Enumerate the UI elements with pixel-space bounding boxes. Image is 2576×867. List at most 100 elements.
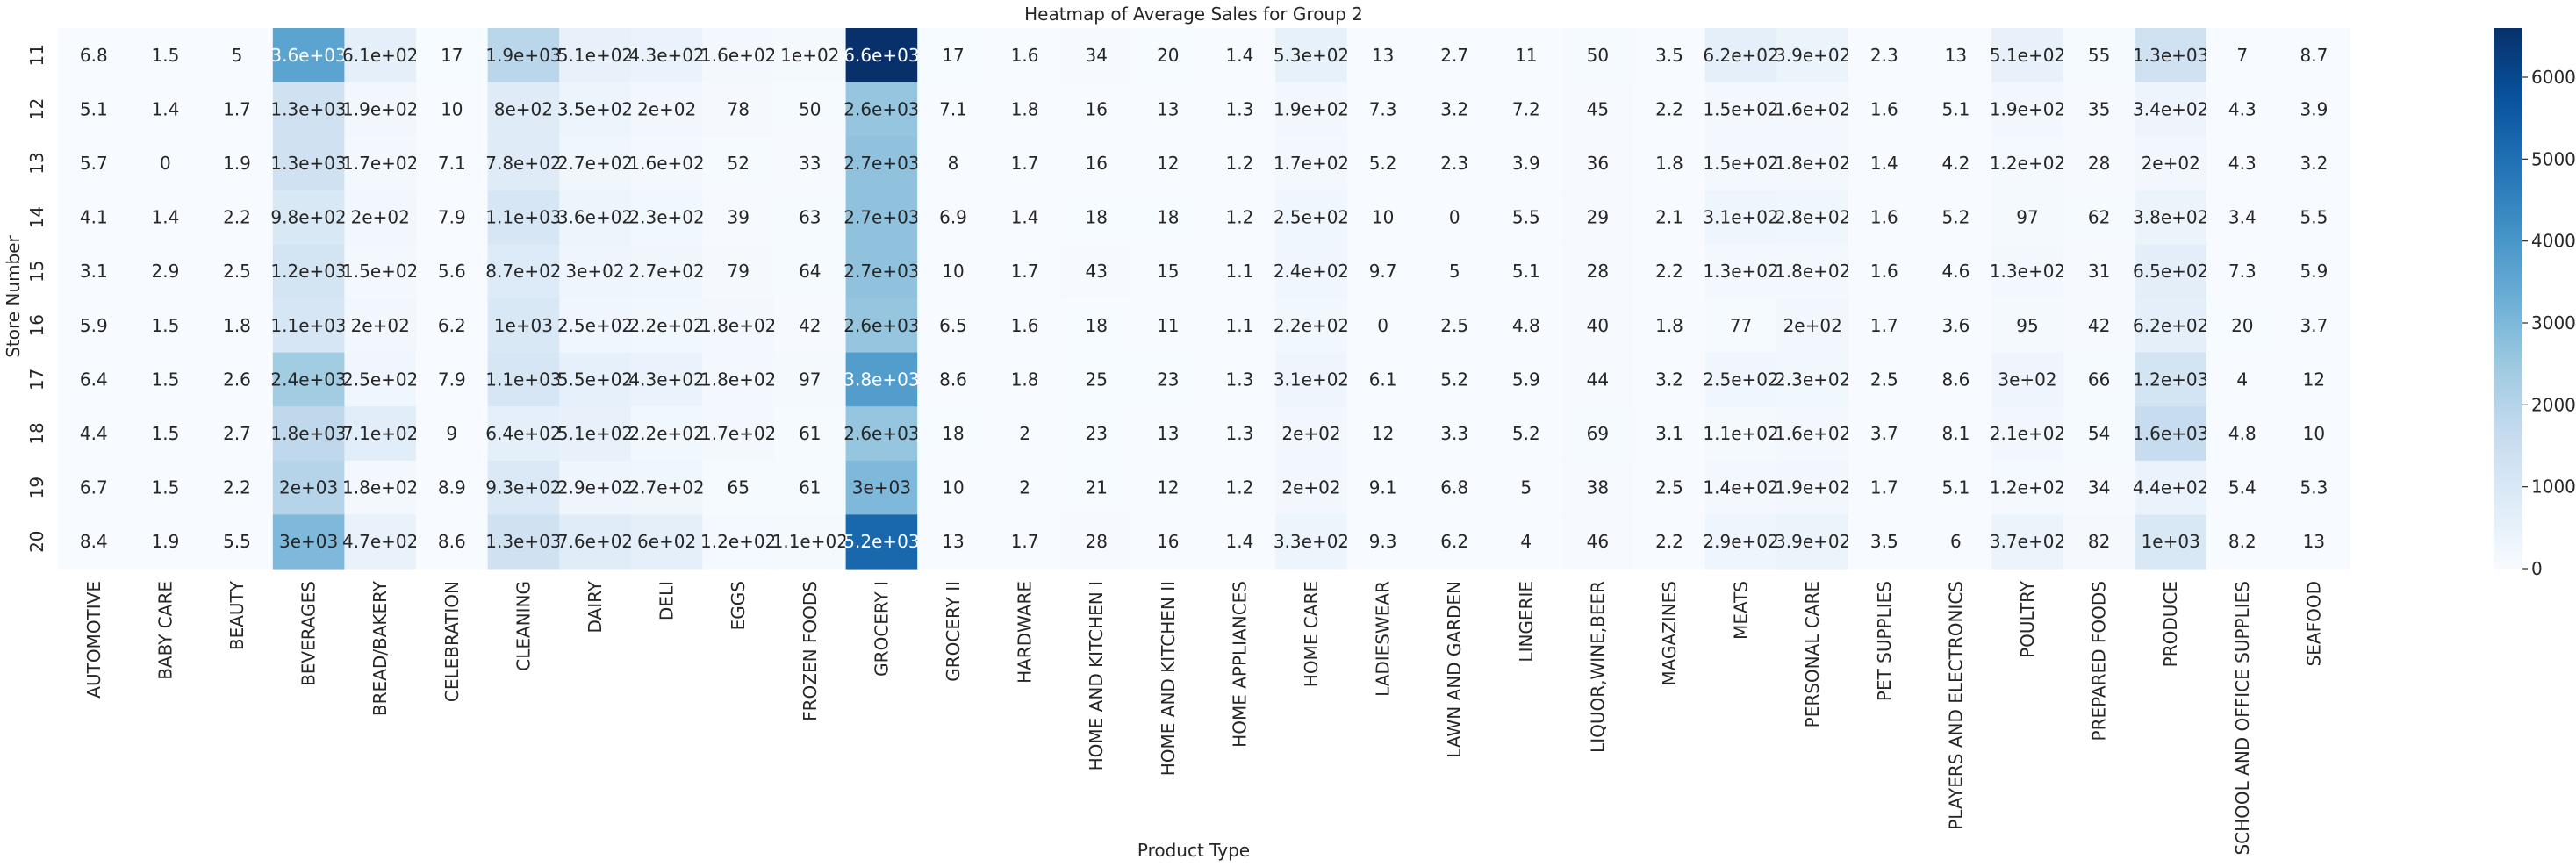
heatmap-cell bbox=[1991, 352, 2064, 407]
cell-label: 3e+03 bbox=[279, 531, 338, 552]
heatmap-cell bbox=[487, 298, 560, 354]
heatmap-cell bbox=[416, 298, 489, 354]
cell-label: 2.5e+02 bbox=[1703, 369, 1778, 390]
cell-label: 1.3e+03 bbox=[2133, 45, 2208, 66]
cell-label: 36 bbox=[1587, 153, 1609, 174]
cell-label: 1.3e+03 bbox=[270, 153, 346, 174]
heatmap-cell bbox=[1346, 460, 1419, 515]
cell-label: 3.9 bbox=[2300, 98, 2328, 119]
heatmap-cell bbox=[1490, 190, 1563, 245]
cell-label: 1.9 bbox=[151, 531, 179, 552]
heatmap-cell bbox=[559, 352, 632, 407]
heatmap-cell bbox=[129, 190, 202, 245]
cell-label: 2.3 bbox=[1870, 45, 1898, 66]
cell-label: 3.9e+02 bbox=[1775, 45, 1850, 66]
cell-label: 38 bbox=[1587, 477, 1609, 498]
heatmap-cell bbox=[1418, 298, 1491, 354]
heatmap-cell bbox=[1132, 352, 1205, 407]
colorbar-ticks: 0 1000 2000 3000 4000 5000 6000 bbox=[2522, 67, 2576, 579]
heatmap-cell bbox=[344, 352, 417, 407]
cell-label: 5.3 bbox=[2300, 477, 2328, 498]
heatmap-cell bbox=[1203, 406, 1276, 462]
heatmap-cell bbox=[58, 244, 131, 299]
cell-label: 10 bbox=[942, 477, 964, 498]
heatmap-cell bbox=[774, 190, 847, 245]
cell-label: 5.1 bbox=[1941, 477, 1970, 498]
heatmap-cell bbox=[1561, 28, 1634, 83]
cell-label: 1e+02 bbox=[780, 45, 839, 66]
heatmap-cell bbox=[1132, 82, 1205, 137]
heatmap-cell bbox=[559, 136, 632, 191]
cell-label: 4.2 bbox=[1941, 153, 1970, 174]
cell-label: 55 bbox=[2088, 45, 2110, 66]
cell-label: 2.7e+02 bbox=[628, 477, 704, 498]
heatmap-cell bbox=[845, 190, 918, 245]
cell-label: 7.2 bbox=[1512, 98, 1540, 119]
heatmap-cell bbox=[1848, 136, 1921, 191]
heatmap-cell bbox=[1919, 352, 1992, 407]
cell-label: 1.4 bbox=[1011, 207, 1039, 228]
cell-label: 8.6 bbox=[1941, 369, 1970, 390]
heatmap-cell bbox=[1848, 406, 1921, 462]
heatmap-cell bbox=[1919, 28, 1992, 83]
x-tick-label: PRODUCE bbox=[2160, 581, 2181, 667]
chart-title: Heatmap of Average Sales for Group 2 bbox=[1024, 4, 1363, 25]
heatmap-cell bbox=[201, 406, 274, 462]
cell-label: 63 bbox=[799, 207, 821, 228]
heatmap-cell bbox=[845, 244, 918, 299]
cell-label: 42 bbox=[799, 315, 821, 336]
x-axis-ticks: AUTOMOTIVE BABY CARE BEAUTY BEVERAGES BREAD/… bbox=[83, 580, 2325, 855]
heatmap-cell bbox=[988, 460, 1061, 515]
cell-label: 2.5e+02 bbox=[1274, 207, 1349, 228]
heatmap-cell bbox=[1561, 514, 1634, 570]
cell-label: 7.9 bbox=[438, 369, 466, 390]
heatmap-cell bbox=[1919, 460, 1992, 515]
heatmap-cell bbox=[917, 514, 990, 570]
heatmap-cell bbox=[845, 352, 918, 407]
cell-label: 1.8 bbox=[1011, 369, 1039, 390]
heatmap-cell bbox=[1991, 244, 2064, 299]
cell-label: 1.4 bbox=[1225, 531, 1253, 552]
heatmap-cell bbox=[1991, 136, 2064, 191]
heatmap-cell bbox=[559, 244, 632, 299]
heatmap-cell bbox=[2063, 514, 2135, 570]
heatmap-cell bbox=[1346, 82, 1419, 137]
heatmap-cell bbox=[2063, 352, 2135, 407]
cell-label: 31 bbox=[2088, 261, 2110, 282]
cell-label: 4.4 bbox=[80, 423, 108, 444]
cell-label: 2.7e+02 bbox=[557, 153, 633, 174]
cell-label: 3.9 bbox=[1512, 153, 1540, 174]
x-tick-label: HARDWARE bbox=[1015, 581, 1036, 684]
cell-label: 16 bbox=[1157, 531, 1179, 552]
cell-label: 2.3 bbox=[1440, 153, 1468, 174]
heatmap-cell bbox=[272, 190, 345, 245]
cell-label: 12 bbox=[2303, 369, 2325, 390]
cell-label: 1.7 bbox=[223, 98, 251, 119]
heatmap-cell bbox=[559, 460, 632, 515]
cell-label: 5.1 bbox=[1512, 261, 1540, 282]
cell-label: 1.9e+03 bbox=[485, 45, 561, 66]
heatmap-cell bbox=[272, 298, 345, 354]
cell-label: 64 bbox=[799, 261, 821, 282]
cell-label: 1.6e+02 bbox=[700, 45, 776, 66]
heatmap-cell bbox=[201, 244, 274, 299]
heatmap-cell bbox=[1633, 28, 1706, 83]
cell-label: 1.5e+02 bbox=[342, 261, 418, 282]
heatmap-cell bbox=[2278, 244, 2350, 299]
cell-label: 3e+02 bbox=[1998, 369, 2056, 390]
heatmap-cell bbox=[487, 514, 560, 570]
cell-label: 6.2 bbox=[438, 315, 466, 336]
cell-label: 3.8e+02 bbox=[2133, 207, 2208, 228]
heatmap-cell bbox=[2063, 82, 2135, 137]
cell-label: 3e+03 bbox=[852, 477, 911, 498]
heatmap-cell bbox=[917, 460, 990, 515]
cell-label: 20 bbox=[1157, 45, 1179, 66]
heatmap-cell bbox=[58, 28, 131, 83]
cell-label: 4.7e+02 bbox=[342, 531, 418, 552]
cell-label: 44 bbox=[1587, 369, 1609, 390]
heatmap-cell bbox=[774, 352, 847, 407]
cell-label: 2.4e+03 bbox=[270, 369, 346, 390]
cell-label: 1.3 bbox=[1225, 423, 1253, 444]
cell-label: 4.8 bbox=[1512, 315, 1540, 336]
